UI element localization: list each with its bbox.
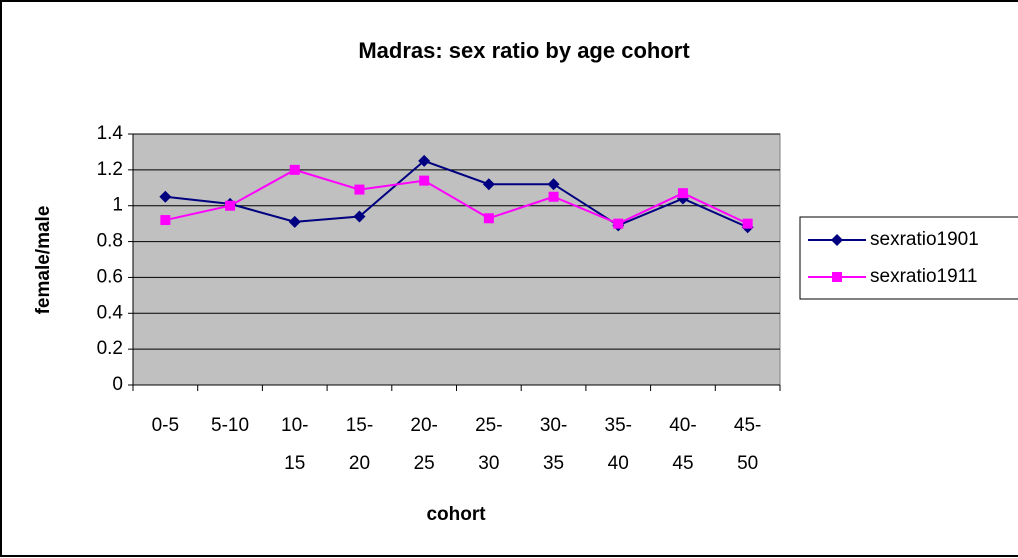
x-tick-label: 10- 15	[281, 415, 308, 474]
x-tick-label: 35- 40	[605, 415, 632, 474]
point	[548, 191, 559, 202]
y-tick-label: 1	[112, 195, 123, 216]
x-tick-label-line: 35-	[605, 415, 632, 436]
point	[547, 178, 560, 191]
point	[677, 188, 688, 199]
x-tick-label: 40- 45	[669, 415, 696, 474]
x-tick-label-line: 30	[478, 453, 499, 474]
chart-title: Madras: sex ratio by age cohort	[358, 38, 690, 63]
x-tick-label: 20- 25	[410, 415, 437, 474]
y-axis-title: female/male	[33, 206, 54, 315]
point	[419, 175, 430, 186]
point	[353, 210, 366, 223]
point	[160, 215, 171, 226]
point	[289, 164, 300, 175]
point	[354, 184, 365, 195]
x-tick-label: 0-5	[152, 415, 179, 436]
y-tick-label: 0.4	[97, 302, 124, 323]
y-tick-label: 0.6	[97, 266, 123, 287]
y-tick-label: 1.4	[97, 123, 124, 144]
x-tick-label: 45- 50	[734, 415, 761, 474]
point	[159, 190, 172, 203]
legend-marker	[831, 234, 843, 246]
point	[483, 213, 494, 224]
x-tick-label-line: 20-	[410, 415, 437, 436]
x-tick-label-line: 20	[349, 453, 370, 474]
y-tick-label: 0	[112, 374, 123, 395]
x-tick-label-line: 35	[543, 453, 564, 474]
plot-area	[132, 133, 781, 386]
point	[742, 218, 753, 229]
series-line	[165, 168, 749, 225]
y-tick-label: 0.8	[97, 231, 123, 252]
point	[288, 215, 301, 228]
x-tick-label-line: 50	[737, 453, 758, 474]
x-axis-title: cohort	[426, 504, 486, 525]
y-tick-label: 1.2	[97, 159, 123, 180]
x-tick-label-line: 25-	[475, 415, 502, 436]
x-tick-label-line: 25	[414, 453, 435, 474]
x-tick-label: 15- 20	[346, 415, 373, 474]
point	[482, 178, 495, 191]
x-tick-label-line: 10-	[281, 415, 308, 436]
x-tick-label-line: 45	[672, 453, 693, 474]
legend-label: sexratio1901	[870, 229, 979, 250]
x-tick-label-line: 40-	[669, 415, 696, 436]
y-tick-label: 0.2	[97, 338, 123, 359]
x-tick-label: 5-10	[211, 415, 249, 436]
x-tick-label-line: 30-	[540, 415, 567, 436]
x-tick-label: 25- 30	[475, 415, 502, 474]
point	[418, 154, 431, 167]
x-tick-label-line: 15-	[346, 415, 373, 436]
legend-marker	[832, 272, 842, 282]
legend-box	[799, 216, 1018, 300]
legend-label: sexratio1911	[870, 266, 977, 287]
series-line	[165, 159, 749, 229]
x-tick-label-line: 45-	[734, 415, 761, 436]
point	[225, 200, 236, 211]
x-tick-label-line: 40	[608, 453, 629, 474]
x-tick-label: 30- 35	[540, 415, 567, 474]
point	[613, 218, 624, 229]
x-tick-label-line: 15	[284, 453, 305, 474]
